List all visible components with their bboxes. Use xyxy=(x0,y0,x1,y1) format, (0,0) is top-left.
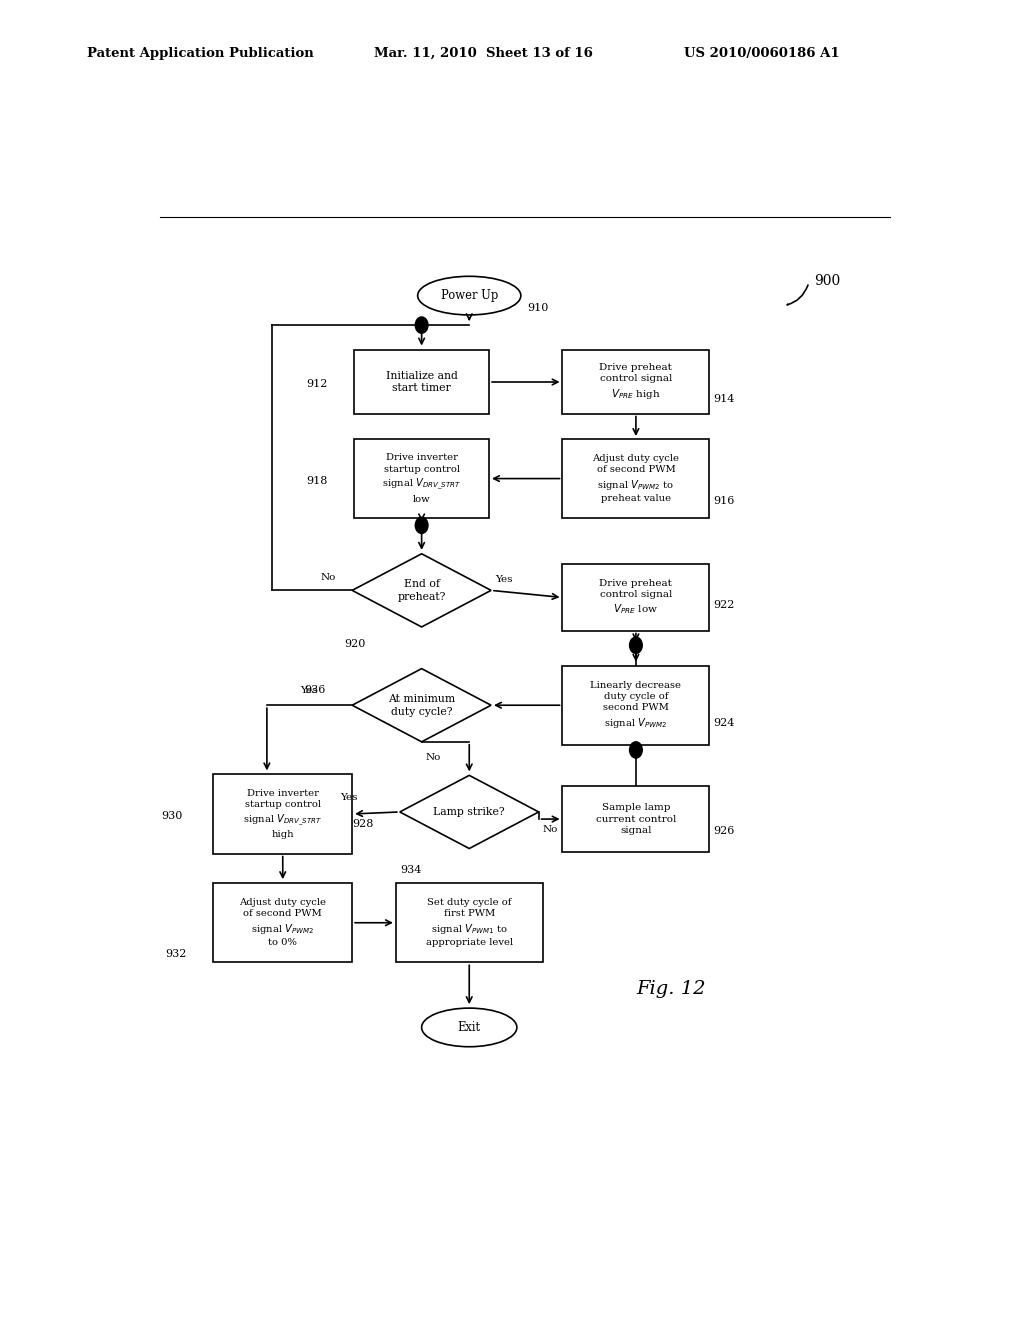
Text: Initialize and
start timer: Initialize and start timer xyxy=(386,371,458,393)
Text: 932: 932 xyxy=(166,949,187,960)
Text: Sample lamp
current control
signal: Sample lamp current control signal xyxy=(596,803,676,836)
FancyBboxPatch shape xyxy=(562,665,710,744)
Text: Exit: Exit xyxy=(458,1020,481,1034)
FancyBboxPatch shape xyxy=(562,565,710,631)
FancyBboxPatch shape xyxy=(562,785,710,853)
Text: Mar. 11, 2010  Sheet 13 of 16: Mar. 11, 2010 Sheet 13 of 16 xyxy=(374,46,593,59)
Circle shape xyxy=(630,638,642,653)
Text: 916: 916 xyxy=(714,496,734,506)
Text: Yes: Yes xyxy=(301,686,318,696)
Text: US 2010/0060186 A1: US 2010/0060186 A1 xyxy=(684,46,840,59)
Text: Fig. 12: Fig. 12 xyxy=(636,979,706,998)
Text: End of
preheat?: End of preheat? xyxy=(397,579,445,602)
Text: 934: 934 xyxy=(399,865,421,875)
Text: Adjust duty cycle
of second PWM
signal $V_{PWM2}$ to
preheat value: Adjust duty cycle of second PWM signal $… xyxy=(593,454,679,503)
FancyBboxPatch shape xyxy=(213,883,352,962)
FancyBboxPatch shape xyxy=(213,775,352,854)
Circle shape xyxy=(416,517,428,533)
Text: 936: 936 xyxy=(304,685,326,696)
FancyBboxPatch shape xyxy=(562,440,710,519)
Polygon shape xyxy=(352,669,492,742)
Text: No: No xyxy=(426,754,441,762)
Text: 918: 918 xyxy=(306,475,328,486)
Text: Drive inverter
startup control
signal $V_{DRV\_STRT}$
high: Drive inverter startup control signal $V… xyxy=(243,789,323,840)
Text: Linearly decrease
duty cycle of
second PWM
signal $V_{PWM2}$: Linearly decrease duty cycle of second P… xyxy=(591,681,681,730)
Text: 912: 912 xyxy=(306,379,328,389)
Circle shape xyxy=(630,742,642,758)
Text: No: No xyxy=(321,573,336,582)
FancyBboxPatch shape xyxy=(396,883,543,962)
Ellipse shape xyxy=(422,1008,517,1047)
Text: Lamp strike?: Lamp strike? xyxy=(433,807,505,817)
Text: 900: 900 xyxy=(814,275,841,289)
Text: Drive inverter
startup control
signal $V_{DRV\_STRT}$
low: Drive inverter startup control signal $V… xyxy=(382,453,461,504)
Text: 930: 930 xyxy=(162,810,183,821)
Text: 922: 922 xyxy=(714,599,734,610)
FancyBboxPatch shape xyxy=(354,351,489,413)
Polygon shape xyxy=(352,554,492,627)
FancyArrowPatch shape xyxy=(787,285,808,305)
Text: 920: 920 xyxy=(344,639,366,649)
Text: Drive preheat
control signal
$V_{PRE}$ high: Drive preheat control signal $V_{PRE}$ h… xyxy=(599,363,673,401)
Text: Set duty cycle of
first PWM
signal $V_{PWM1}$ to
appropriate level: Set duty cycle of first PWM signal $V_{P… xyxy=(426,898,513,948)
FancyBboxPatch shape xyxy=(562,351,710,413)
Circle shape xyxy=(416,317,428,333)
Text: At minimum
duty cycle?: At minimum duty cycle? xyxy=(388,694,456,717)
Text: Power Up: Power Up xyxy=(440,289,498,302)
Text: 926: 926 xyxy=(714,826,734,837)
Text: No: No xyxy=(543,825,558,834)
Ellipse shape xyxy=(418,276,521,315)
Text: Adjust duty cycle
of second PWM
signal $V_{PWM2}$
to 0%: Adjust duty cycle of second PWM signal $… xyxy=(240,898,327,948)
Text: Patent Application Publication: Patent Application Publication xyxy=(87,46,313,59)
Polygon shape xyxy=(399,775,539,849)
Text: 924: 924 xyxy=(714,718,734,727)
Text: Yes: Yes xyxy=(340,793,357,801)
Text: 928: 928 xyxy=(352,820,374,829)
Text: Yes: Yes xyxy=(495,576,513,585)
FancyBboxPatch shape xyxy=(354,440,489,519)
Text: Drive preheat
control signal
$V_{PRE}$ low: Drive preheat control signal $V_{PRE}$ l… xyxy=(599,578,673,616)
Text: 914: 914 xyxy=(714,395,734,404)
Text: 910: 910 xyxy=(527,302,549,313)
